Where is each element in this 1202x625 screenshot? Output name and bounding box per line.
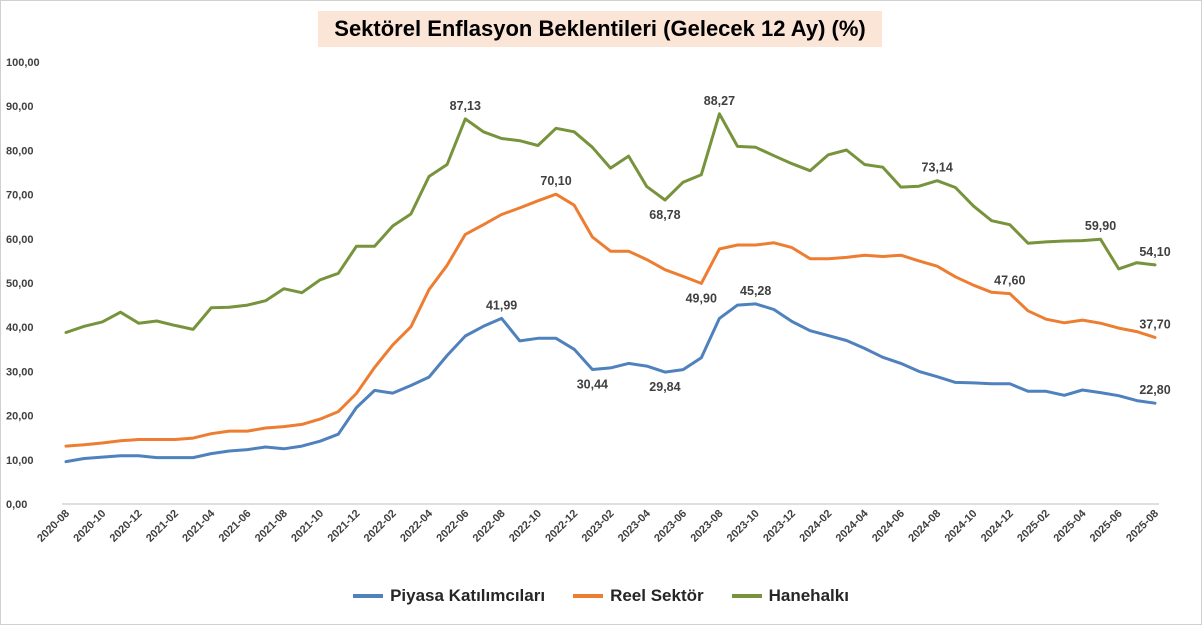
x-tick-label: 2021-10: [289, 508, 326, 545]
x-tick-label: 2023-06: [652, 508, 689, 545]
x-tick-label: 2020-08: [35, 508, 72, 545]
legend-label-piyasa: Piyasa Katılımcıları: [390, 586, 546, 605]
data-label: 29,84: [649, 380, 680, 394]
x-tick-label: 2022-12: [543, 508, 580, 545]
x-tick-label: 2021-02: [144, 508, 181, 545]
series-line-0: [64, 302, 1157, 464]
x-tick-label: 2023-02: [580, 508, 617, 545]
series-line-1: [64, 192, 1157, 448]
x-tick-label: 2023-12: [761, 508, 798, 545]
x-tick-label: 2025-02: [1015, 508, 1052, 545]
y-tick-label: 10,00: [6, 455, 34, 467]
data-label: 41,99: [486, 298, 517, 312]
chart-data-labels: 41,99 30,44 29,84 45,28 22,80 70,10 49,90 47,60…: [450, 94, 1171, 397]
data-label: 37,70: [1139, 317, 1170, 331]
x-tick-label: 2021-04: [180, 507, 218, 545]
x-tick-label: 2020-12: [108, 508, 145, 545]
data-label: 45,28: [740, 284, 771, 298]
data-label: 73,14: [922, 161, 953, 175]
x-tick-label: 2021-08: [253, 508, 290, 545]
y-tick-label: 90,00: [6, 101, 34, 113]
y-tick-label: 50,00: [6, 278, 34, 290]
chart-title: Sektörel Enflasyon Beklentileri (Gelecek…: [334, 16, 866, 41]
x-tick-label: 2024-10: [943, 508, 980, 545]
x-tick-label: 2022-06: [434, 508, 471, 545]
y-tick-label: 30,00: [6, 366, 34, 378]
x-tick-label: 2024-02: [797, 508, 834, 545]
x-tick-label: 2021-12: [325, 508, 362, 545]
x-tick-label: 2022-02: [362, 508, 399, 545]
data-label: 59,90: [1085, 219, 1116, 233]
data-label: 30,44: [577, 377, 608, 391]
x-tick-label: 2024-06: [870, 508, 907, 545]
data-label: 54,10: [1139, 245, 1170, 259]
x-tick-label: 2024-12: [979, 508, 1016, 545]
x-tick-label: 2023-08: [688, 508, 725, 545]
chart-title-box: Sektörel Enflasyon Beklentileri (Gelecek…: [318, 11, 882, 47]
x-tick-label: 2024-08: [906, 508, 943, 545]
x-tick-label: 2025-08: [1124, 508, 1161, 545]
chart-axes: 0,00 10,00 20,00 30,00 40,00 50,00 60,00 70,00 8…: [6, 57, 1161, 545]
x-tick-label: 2021-06: [217, 508, 254, 545]
x-tick-label: 2025-06: [1088, 508, 1125, 545]
y-tick-label: 70,00: [6, 190, 34, 202]
legend-label-reel: Reel Sektör: [610, 586, 704, 605]
x-tick-label: 2024-04: [834, 507, 872, 545]
line-chart: 0,00 10,00 20,00 30,00 40,00 50,00 60,00 70,00 8…: [6, 57, 1171, 545]
y-tick-label: 60,00: [6, 234, 34, 246]
data-label: 22,80: [1139, 383, 1170, 397]
chart-series-lines: [64, 112, 1157, 464]
y-tick-label: 0,00: [6, 499, 27, 511]
data-label: 49,90: [686, 291, 717, 305]
legend-swatch-reel: [573, 594, 604, 598]
x-tick-label: 2023-04: [616, 507, 654, 545]
y-tick-label: 40,00: [6, 322, 34, 334]
x-tick-label: 2020-10: [71, 508, 108, 545]
y-tick-label: 20,00: [6, 411, 34, 423]
y-tick-label: 80,00: [6, 145, 34, 157]
x-tick-label: 2022-04: [398, 507, 436, 545]
chart-legend: Piyasa Katılımcıları Reel Sektör Hanehal…: [0, 586, 1202, 606]
x-tick-label: 2025-04: [1051, 507, 1089, 545]
legend-label-hanehalki: Hanehalkı: [768, 586, 849, 605]
legend-item-piyasa: Piyasa Katılımcıları: [353, 586, 545, 606]
data-label: 68,78: [649, 208, 680, 222]
data-label: 88,27: [704, 94, 735, 108]
legend-item-hanehalki: Hanehalkı: [731, 586, 849, 606]
y-tick-label: 100,00: [6, 57, 40, 69]
x-tick-label: 2022-10: [507, 508, 544, 545]
x-tick-label: 2023-10: [725, 508, 762, 545]
series-line-2: [64, 112, 1157, 334]
data-label: 87,13: [450, 99, 481, 113]
data-label: 47,60: [994, 274, 1025, 288]
legend-swatch-piyasa: [353, 594, 384, 598]
x-tick-label: 2022-08: [471, 508, 508, 545]
legend-swatch-hanehalki: [731, 594, 762, 598]
legend-item-reel: Reel Sektör: [573, 586, 704, 606]
data-label: 70,10: [540, 174, 571, 188]
